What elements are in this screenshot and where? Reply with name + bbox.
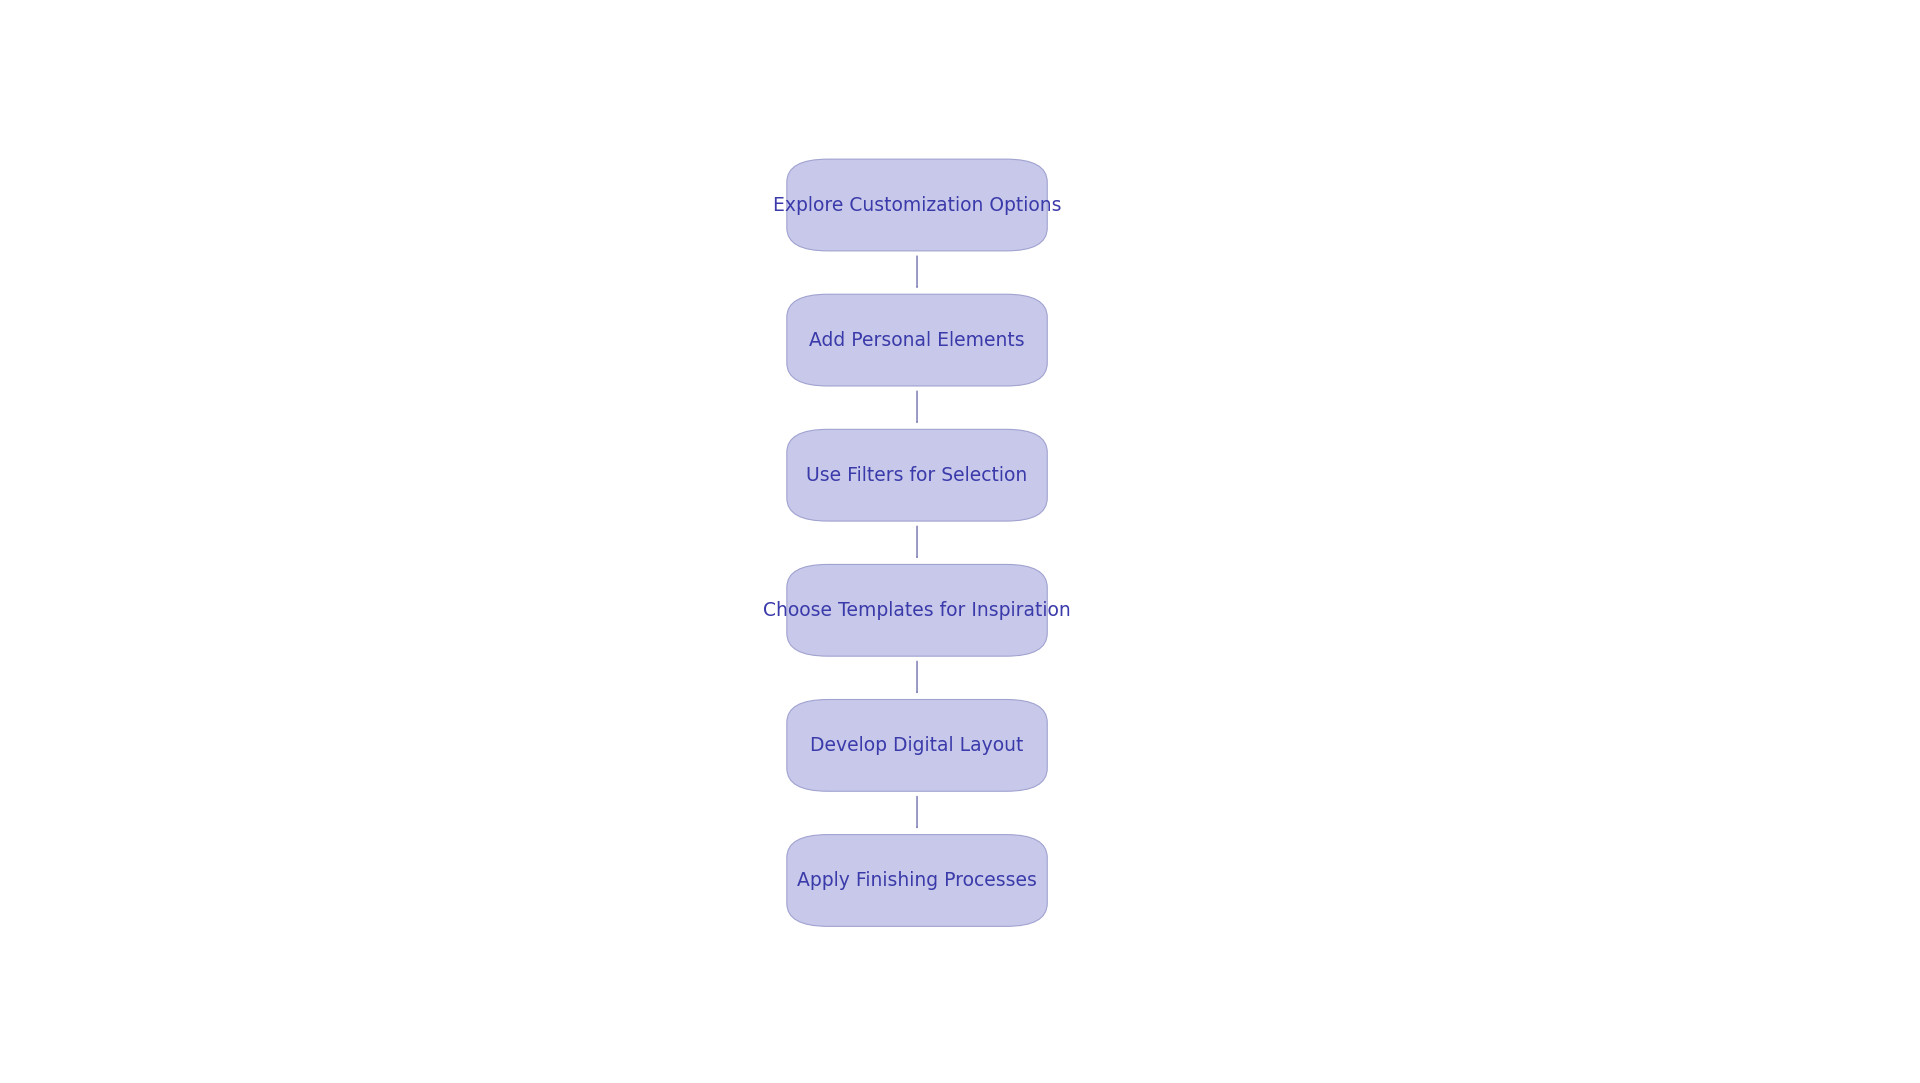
Text: Develop Digital Layout: Develop Digital Layout <box>810 735 1023 755</box>
FancyBboxPatch shape <box>787 159 1046 251</box>
Text: Use Filters for Selection: Use Filters for Selection <box>806 466 1027 485</box>
FancyBboxPatch shape <box>787 429 1046 521</box>
Text: Choose Templates for Inspiration: Choose Templates for Inspiration <box>762 601 1071 619</box>
FancyBboxPatch shape <box>787 835 1046 926</box>
Text: Explore Customization Options: Explore Customization Options <box>772 196 1062 214</box>
FancyBboxPatch shape <box>787 295 1046 386</box>
Text: Apply Finishing Processes: Apply Finishing Processes <box>797 871 1037 890</box>
FancyBboxPatch shape <box>787 700 1046 792</box>
FancyBboxPatch shape <box>787 564 1046 656</box>
Text: Add Personal Elements: Add Personal Elements <box>808 330 1025 350</box>
